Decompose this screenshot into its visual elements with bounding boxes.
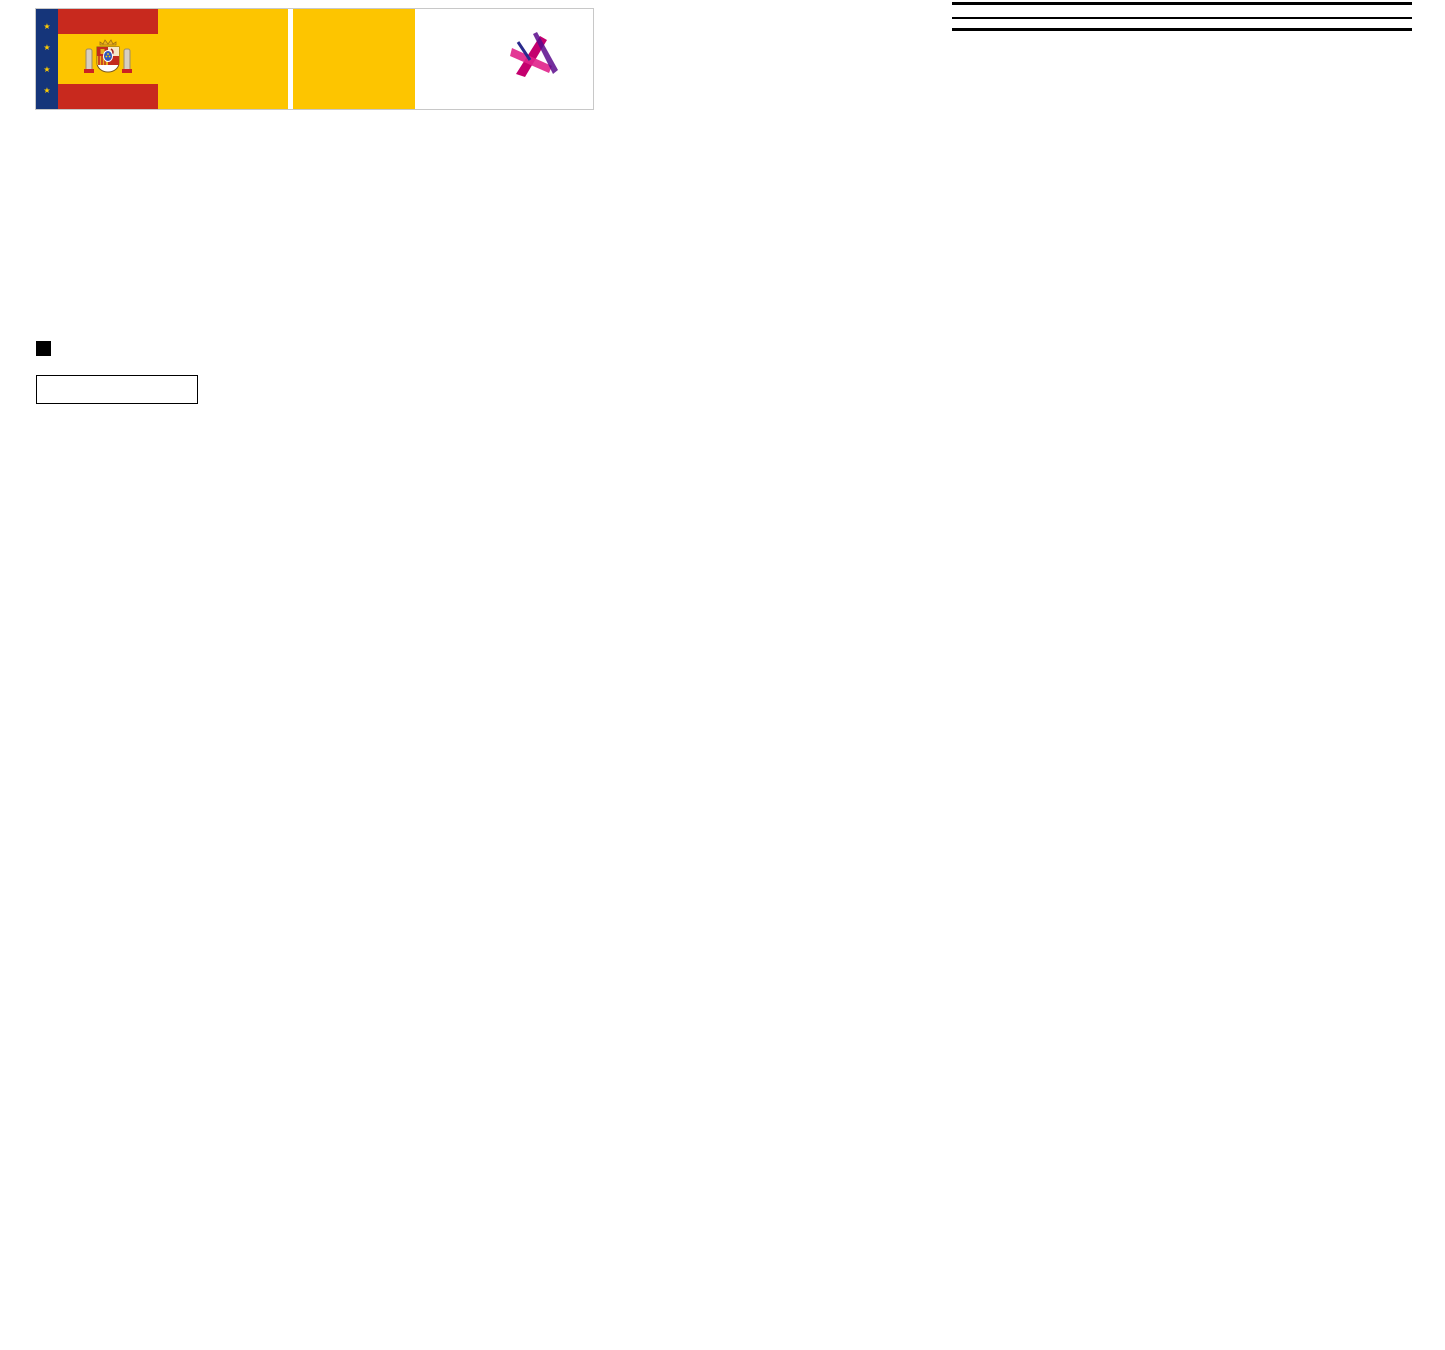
header-rule-top xyxy=(952,2,1412,5)
logo-divider xyxy=(415,9,420,109)
logo-divider xyxy=(288,9,293,109)
satellite-count-chart xyxy=(700,175,1445,550)
gobierno-label xyxy=(158,9,288,109)
ministerio-label xyxy=(293,9,415,109)
eu-star-icon: ★ xyxy=(43,64,51,74)
cnig-logo-graphic xyxy=(510,32,558,77)
solo-l1-swatch xyxy=(36,341,51,356)
eu-star-icon: ★ xyxy=(43,21,51,31)
cnig-logo xyxy=(505,9,593,109)
flag-stripe-red xyxy=(58,84,158,109)
eu-star-icon: ★ xyxy=(43,43,51,53)
geodesia-header xyxy=(952,2,1412,31)
eu-flag-strip: ★ ★ ★ ★ xyxy=(36,9,58,109)
coat-of-arms-icon xyxy=(84,39,132,73)
header-rule-mid xyxy=(952,17,1412,19)
ign-label xyxy=(420,9,505,109)
azimuth-vs-time-chart xyxy=(700,560,1445,938)
elevation-vs-time-chart xyxy=(700,955,1445,1350)
eu-star-icon: ★ xyxy=(43,86,51,96)
header-rule-bottom xyxy=(952,28,1412,31)
snr-colorbar xyxy=(36,375,198,404)
flag-stripe-red xyxy=(58,9,158,34)
snr-colorbar-ticks xyxy=(36,405,197,429)
solo-l1-legend xyxy=(36,338,63,362)
gobierno-logo: ★ ★ ★ ★ xyxy=(35,8,594,110)
elevation-vs-azimuth-chart xyxy=(0,955,720,1350)
skyplot-canvas xyxy=(80,430,700,940)
spain-flag xyxy=(58,9,158,109)
